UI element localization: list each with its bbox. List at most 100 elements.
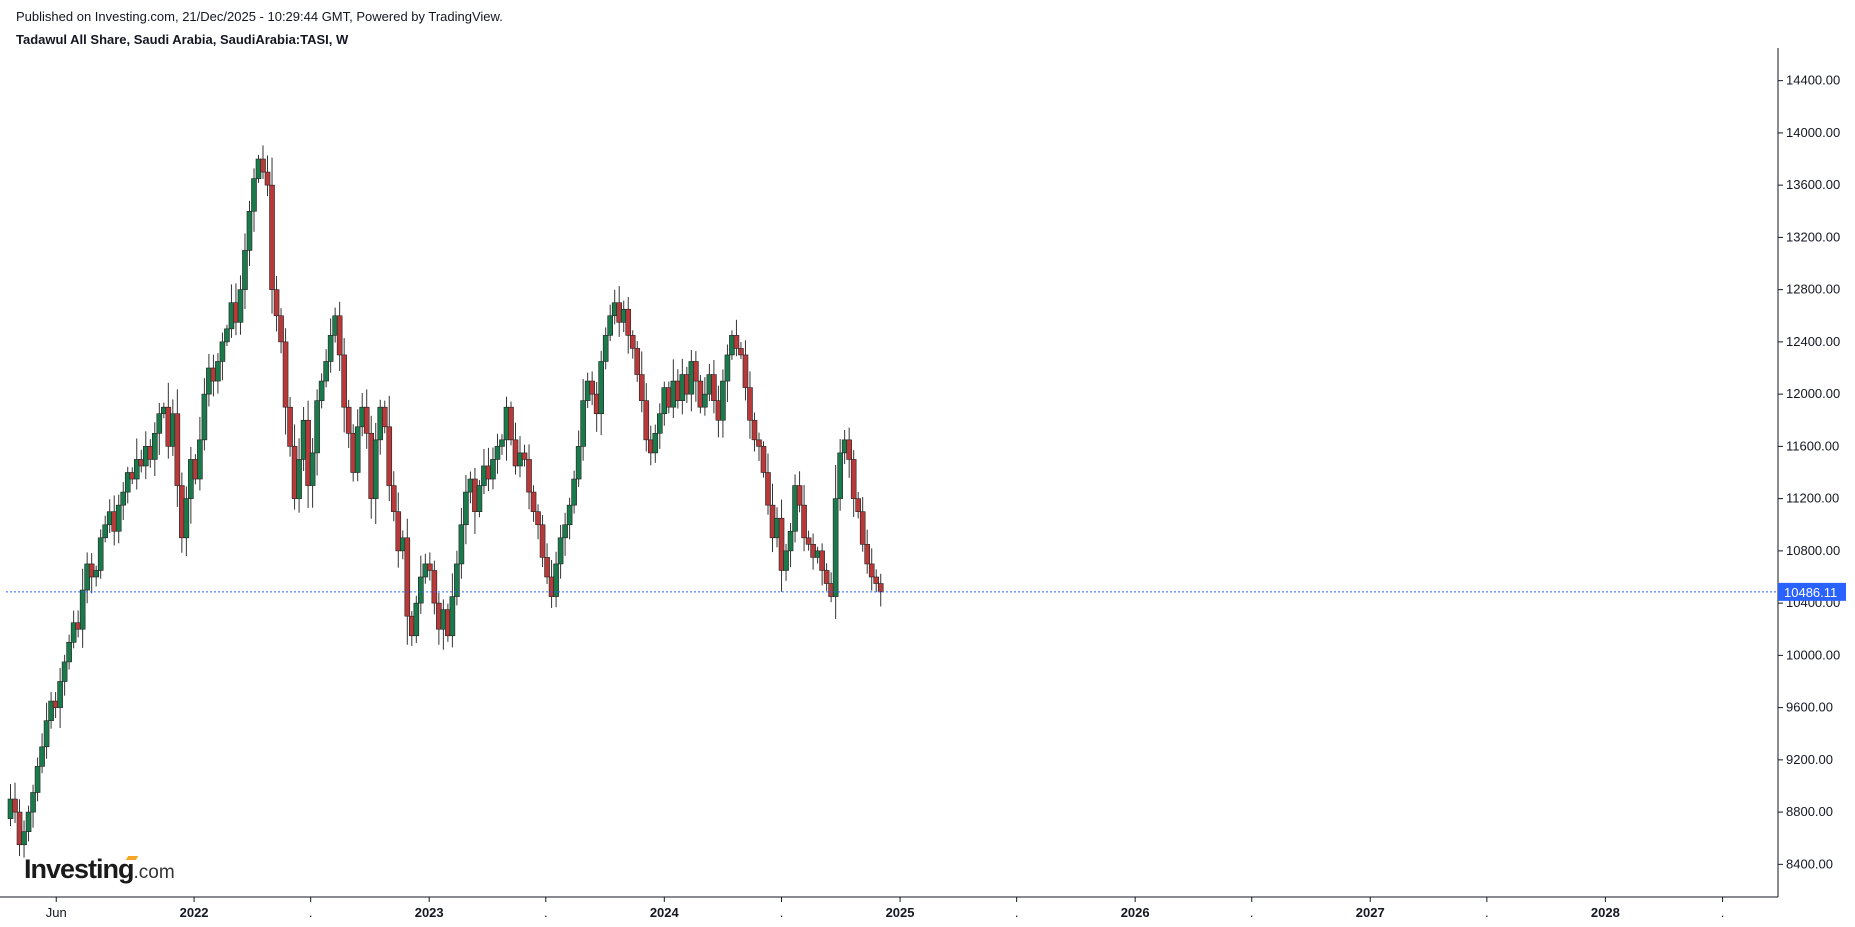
candle xyxy=(521,444,528,467)
candle xyxy=(278,308,284,354)
candle-body xyxy=(336,315,343,356)
candle xyxy=(598,350,604,436)
candle-body xyxy=(16,811,23,846)
candle xyxy=(418,555,424,614)
candle-body xyxy=(562,524,568,539)
x-tick-label: 2028 xyxy=(1591,905,1620,920)
x-axis: Jun 2022. 2023. 2024. 2025. 2026. 2027. 2028. xyxy=(46,897,1724,920)
x-tick-label: 2025 xyxy=(886,905,915,920)
candle-body xyxy=(120,491,127,506)
candle xyxy=(314,389,320,476)
candle-body xyxy=(354,426,361,473)
candle-body xyxy=(526,459,532,493)
candle-body xyxy=(372,439,379,499)
candle-body xyxy=(215,361,221,382)
candle-body xyxy=(224,328,230,343)
candle-body xyxy=(431,570,438,604)
candle-body xyxy=(151,433,158,460)
candle-body xyxy=(756,439,762,447)
y-tick-label: 8400.00 xyxy=(1786,856,1833,871)
candle-body xyxy=(575,446,582,480)
chart-title: Tadawul All Share, Saudi Arabia, SaudiAr… xyxy=(16,32,349,47)
candle xyxy=(602,327,609,370)
candle-body xyxy=(643,400,650,441)
candle xyxy=(323,349,329,388)
candle xyxy=(427,552,433,581)
candle-body xyxy=(296,459,302,499)
brand-name: Investing xyxy=(24,854,135,884)
candle-body xyxy=(859,511,866,545)
candle xyxy=(341,338,347,433)
candle xyxy=(246,200,253,267)
candle xyxy=(273,275,280,332)
candle xyxy=(656,403,663,449)
candle-body xyxy=(386,426,393,486)
candle-body xyxy=(341,354,347,408)
candle xyxy=(458,507,465,579)
candle-body xyxy=(544,557,550,578)
candle xyxy=(404,518,411,645)
candle xyxy=(363,389,370,449)
candle xyxy=(724,344,731,402)
x-tick-label: . xyxy=(1015,905,1019,920)
candle-body xyxy=(607,315,613,336)
candle xyxy=(16,799,23,857)
x-tick-label: 2023 xyxy=(415,905,444,920)
candle xyxy=(183,486,190,557)
candle-body xyxy=(323,361,329,382)
candle-body xyxy=(742,354,749,388)
candle-body xyxy=(530,491,537,512)
y-tick-label: 8800.00 xyxy=(1786,804,1833,819)
candle xyxy=(801,484,807,552)
y-tick-label: 12000.00 xyxy=(1786,386,1840,401)
candle xyxy=(832,465,839,619)
candle xyxy=(837,439,843,511)
candle-body xyxy=(589,380,595,395)
y-axis: 8400.008800.009200.009600.0010000.001040… xyxy=(1778,73,1840,871)
candle xyxy=(21,820,27,858)
candle-body xyxy=(652,433,659,454)
candle-body xyxy=(873,576,880,584)
candle xyxy=(237,275,244,335)
last-price-tag: 10486.11 xyxy=(1778,582,1846,601)
candle xyxy=(634,341,641,382)
candle-body xyxy=(381,406,388,428)
candle-body xyxy=(720,380,726,421)
candle xyxy=(607,304,613,341)
y-tick-label: 11200.00 xyxy=(1786,491,1839,506)
candle xyxy=(652,424,659,463)
candle xyxy=(693,351,699,402)
candle xyxy=(778,499,785,592)
candle xyxy=(873,569,880,593)
candle-body xyxy=(580,400,586,447)
candle-body xyxy=(318,380,325,401)
candle-body xyxy=(70,622,77,643)
candle xyxy=(562,512,568,556)
candle xyxy=(454,550,460,606)
candle-body xyxy=(490,459,496,480)
candle-body xyxy=(792,485,798,532)
x-tick-label: 2026 xyxy=(1121,905,1150,920)
candle xyxy=(79,568,86,648)
candle-body xyxy=(868,563,875,578)
x-tick-label: . xyxy=(1485,905,1489,920)
candle-body xyxy=(751,419,758,441)
candle xyxy=(39,733,45,774)
candle xyxy=(629,330,636,359)
candle-body xyxy=(390,485,397,512)
candle-body xyxy=(43,720,50,748)
candle xyxy=(34,757,41,802)
candle-body xyxy=(629,335,636,349)
candle-body xyxy=(242,250,248,290)
candle xyxy=(535,504,541,540)
y-tick-label: 11600.00 xyxy=(1786,438,1839,453)
candle xyxy=(476,480,483,518)
candle xyxy=(796,471,803,513)
candle xyxy=(61,654,68,696)
candle xyxy=(57,667,63,729)
candle xyxy=(201,378,208,451)
candle-body xyxy=(499,439,505,447)
candle-body xyxy=(287,406,293,447)
candle xyxy=(48,691,54,729)
